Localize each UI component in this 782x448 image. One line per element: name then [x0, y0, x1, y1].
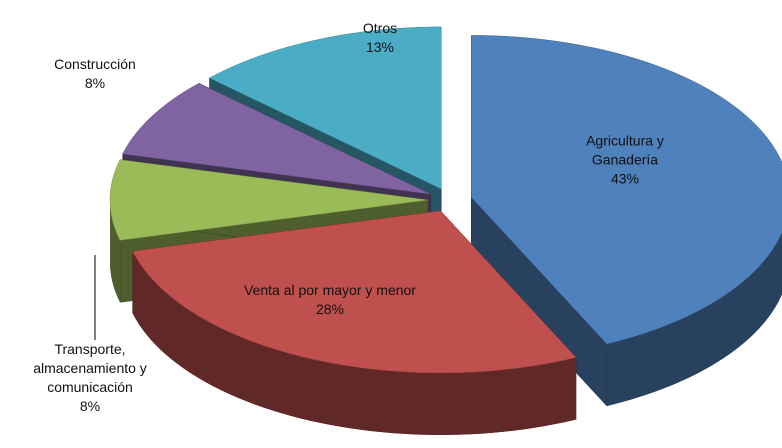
- value-label: 13%: [365, 39, 395, 55]
- category-label: Agricultura y Ganadería: [586, 132, 664, 168]
- slice-label: Agricultura y Ganadería 43%: [555, 132, 695, 189]
- slice: [208, 26, 442, 190]
- slice-wall: [110, 200, 120, 303]
- slice-label: Construcción 8%: [35, 55, 155, 93]
- category-label: Otros: [362, 20, 398, 36]
- value-label: 8%: [79, 398, 101, 414]
- value-label: 43%: [610, 170, 640, 187]
- slice-wall: [606, 232, 782, 406]
- slice: [122, 82, 431, 195]
- slice: [132, 210, 577, 374]
- slice-wall: [132, 251, 577, 435]
- category-label: Venta al por mayor y menor: [244, 282, 416, 298]
- category-label: Transporte, almacenamiento y comunicació…: [33, 341, 147, 395]
- category-label: Construcción: [54, 56, 136, 72]
- slice-label: Otros 13%: [340, 19, 420, 57]
- slice-label: Venta al por mayor y menor 28%: [235, 281, 425, 319]
- slice: [109, 159, 429, 241]
- slice-label: Transporte, almacenamiento y comunicació…: [20, 340, 160, 416]
- value-label: 28%: [315, 301, 345, 317]
- value-label: 8%: [84, 75, 106, 91]
